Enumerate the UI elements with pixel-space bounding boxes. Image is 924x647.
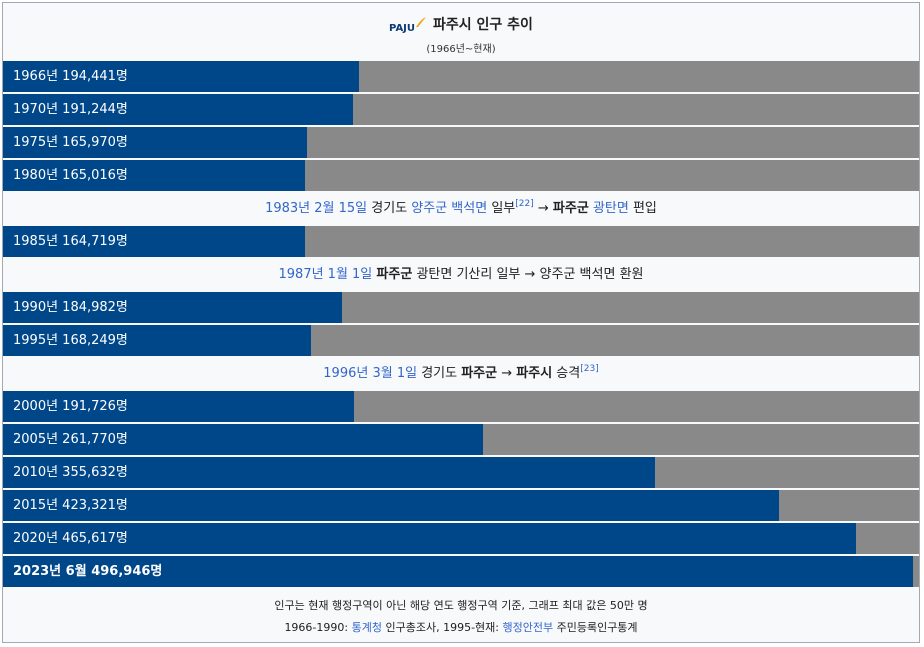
bar-row: 2023년 6월 496,946명: [3, 556, 919, 587]
chart-header: PAJU 파주시 인구 추이 (1966년~현재): [3, 3, 919, 63]
footer-note: 인구는 현재 행정구역이 아닌 해당 연도 행정구역 기준, 그래프 최대 값은…: [274, 599, 648, 612]
note-reference[interactable]: [23]: [580, 364, 599, 374]
note-text: 편입: [628, 201, 657, 216]
note-arrow: →: [533, 201, 553, 216]
bar-label: 1985년 164,719명: [13, 234, 128, 249]
bar-label: 1970년 191,244명: [13, 102, 128, 117]
bar-label: 1966년 194,441명: [13, 69, 128, 84]
note-text: 승격: [552, 366, 581, 381]
title-line: PAJU 파주시 인구 추이: [3, 13, 919, 35]
note-text: 경기도: [417, 366, 462, 381]
bar-row: 1970년 191,244명: [3, 94, 919, 125]
note-date-link[interactable]: 1983년 2월 15일: [265, 201, 368, 216]
bar: [3, 127, 307, 158]
bar-row: 2015년 423,321명: [3, 490, 919, 521]
bar: [3, 94, 353, 125]
bar-row: 2000년 191,726명: [3, 391, 919, 422]
note-text: 일부: [487, 201, 516, 216]
bar-row: 1966년 194,441명: [3, 61, 919, 92]
bar: [3, 424, 483, 455]
bar-label: 1980년 165,016명: [13, 168, 128, 183]
chart-footer: 인구는 현재 행정구역이 아닌 해당 연도 행정구역 기준, 그래프 최대 값은…: [3, 587, 919, 642]
bar: [3, 523, 856, 554]
bar-label: 2020년 465,617명: [13, 531, 128, 546]
bar: [3, 556, 913, 587]
bar: [3, 292, 342, 323]
history-note: 1996년 3월 1일 경기도 파주군 → 파주시 승격[23]: [3, 358, 919, 389]
note-text: 경기도: [367, 201, 412, 216]
bar-row: 2010년 355,632명: [3, 457, 919, 488]
footer-sources: 1966-1990: 통계청 인구총조사, 1995-현재: 행정안전부 주민등…: [3, 619, 919, 635]
note-arrow: →: [497, 366, 517, 381]
bar: [3, 61, 359, 92]
bar: [3, 160, 305, 191]
bar-label: 1995년 168,249명: [13, 333, 128, 348]
link-ministry-interior[interactable]: 행정안전부: [502, 621, 554, 634]
bar-row: 1985년 164,719명: [3, 226, 919, 257]
bar-label: 2005년 261,770명: [13, 432, 128, 447]
paju-logo-text: PAJU: [389, 23, 416, 34]
chart-subtitle: (1966년~현재): [426, 44, 496, 55]
bar-row: 1980년 165,016명: [3, 160, 919, 191]
bar-label: 2023년 6월 496,946명: [13, 564, 163, 579]
bar-label: 2000년 191,726명: [13, 399, 128, 414]
note-place-link[interactable]: 양주군 백석면: [411, 201, 488, 216]
bar: [3, 226, 305, 257]
note-date-link[interactable]: 1987년 1월 1일: [278, 267, 373, 282]
bar-row: 1975년 165,970명: [3, 127, 919, 158]
bar-row: 2020년 465,617명: [3, 523, 919, 554]
history-note: 1987년 1월 1일 파주군 광탄면 기산리 일부 → 양주군 백석면 환원: [3, 259, 919, 290]
note-place-link[interactable]: 광탄면: [588, 201, 629, 216]
bar: [3, 490, 779, 521]
bar-row: 1990년 184,982명: [3, 292, 919, 323]
bar-row: 2005년 261,770명: [3, 424, 919, 455]
footer-source-suffix: 주민등록인구통계: [553, 621, 638, 634]
paju-logo: PAJU: [389, 13, 427, 35]
note-text: 광탄면 기산리 일부 → 양주군 백석면 환원: [412, 267, 644, 282]
note-reference[interactable]: [22]: [515, 199, 534, 209]
paju-logo-swoosh-icon: [416, 17, 427, 27]
bar-label: 1975년 165,970명: [13, 135, 128, 150]
note-place-bold: 파주군: [376, 267, 413, 282]
footer-source-middle: 인구총조사, 1995-현재:: [381, 621, 503, 634]
note-place-bold: 파주군: [461, 366, 498, 381]
note-place-bold: 파주군: [552, 201, 589, 216]
link-statistics-korea[interactable]: 통계청: [351, 621, 382, 634]
bar: [3, 457, 655, 488]
bar-label: 2010년 355,632명: [13, 465, 128, 480]
note-date-link[interactable]: 1996년 3월 1일: [323, 366, 418, 381]
bar-label: 2015년 423,321명: [13, 498, 128, 513]
bar-row: 1995년 168,249명: [3, 325, 919, 356]
bar-label: 1990년 184,982명: [13, 300, 128, 315]
bar: [3, 325, 311, 356]
footer-source-prefix: 1966-1990:: [284, 621, 352, 634]
chart-title: 파주시 인구 추이: [433, 17, 533, 33]
bar: [3, 391, 354, 422]
history-note: 1983년 2월 15일 경기도 양주군 백석면 일부[22] → 파주군 광탄…: [3, 193, 919, 224]
note-place-bold: 파주시: [516, 366, 553, 381]
